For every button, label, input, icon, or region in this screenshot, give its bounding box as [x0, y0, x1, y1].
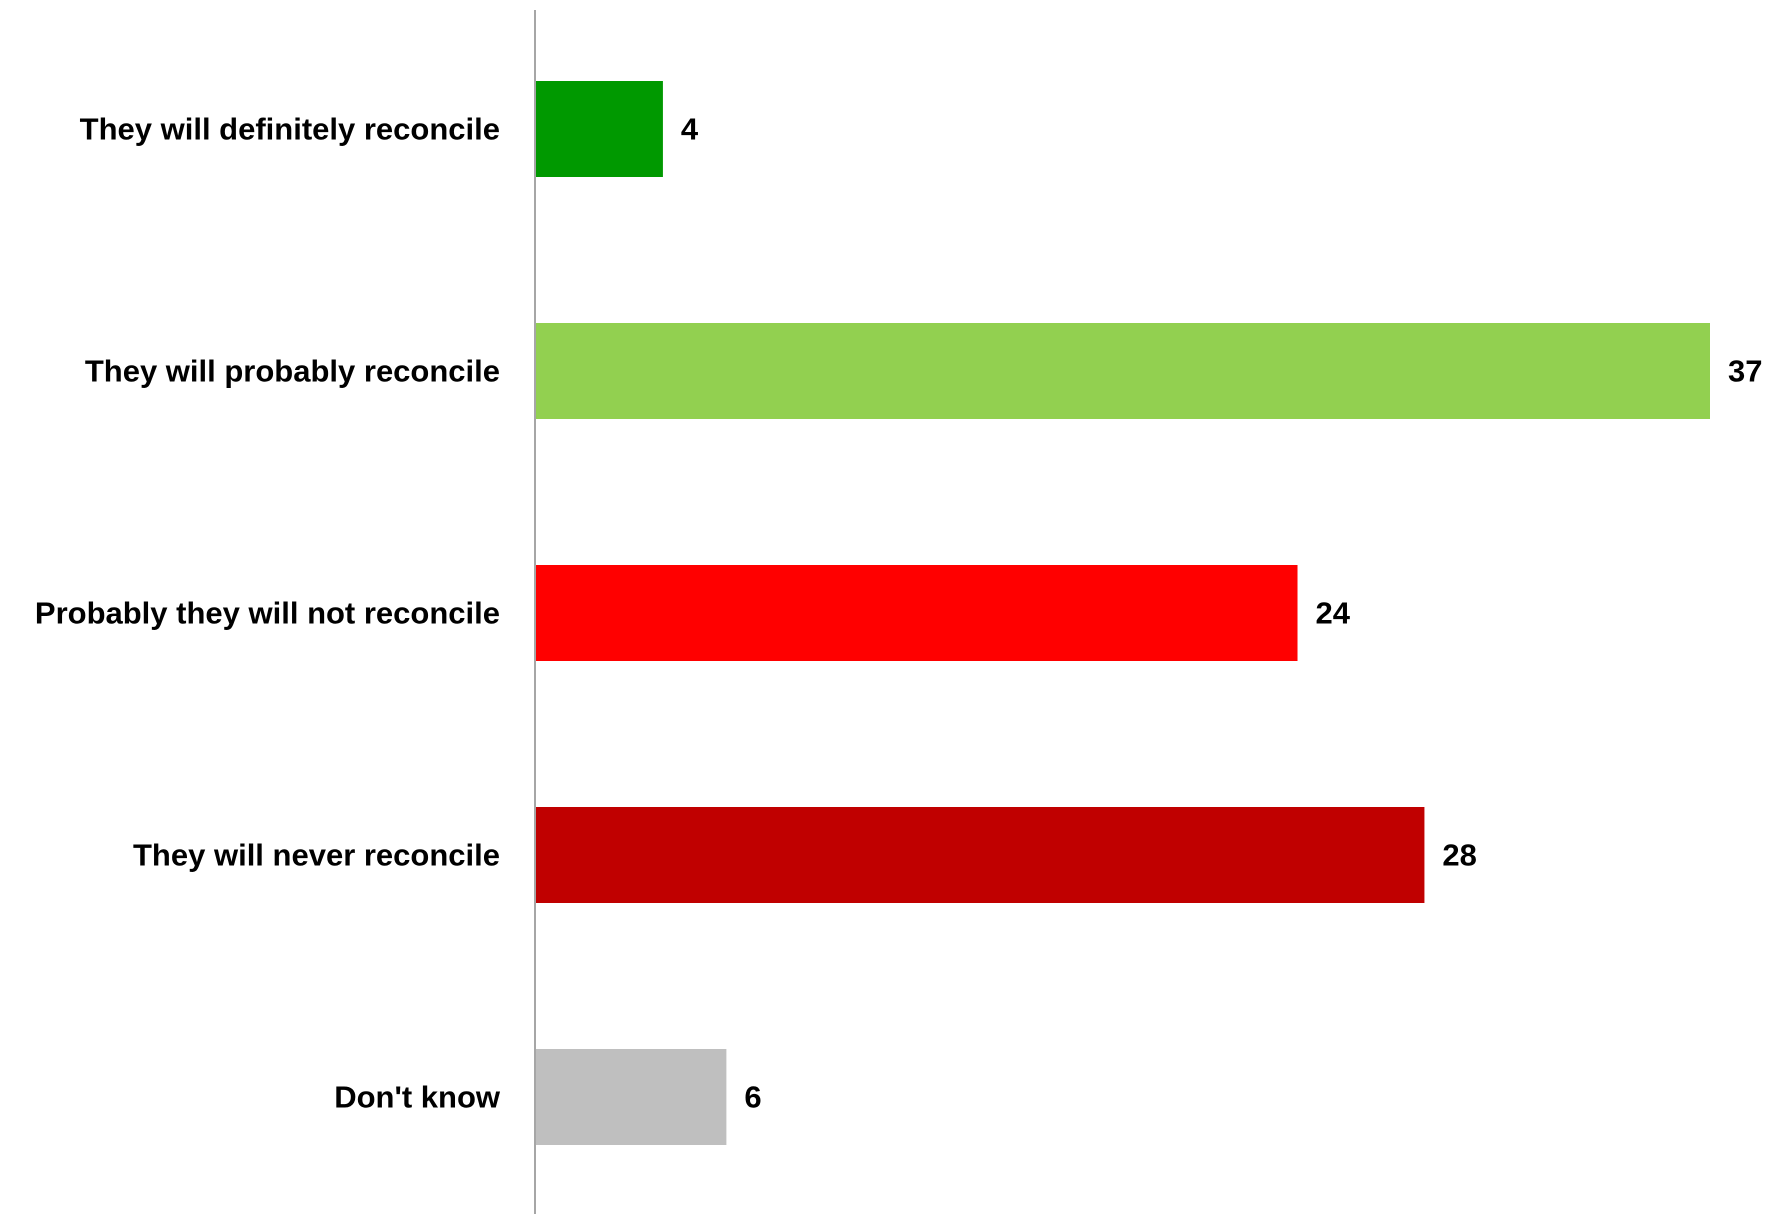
- category-label-0: They will definitely reconcile: [80, 112, 500, 147]
- value-label-4: 6: [744, 1080, 761, 1115]
- bars-group: They will definitely reconcile 4 They will…: [35, 81, 1762, 1145]
- category-label-2: Probably they will not reconcile: [35, 596, 500, 631]
- bar-3: [536, 807, 1425, 903]
- bar-4: [536, 1049, 727, 1145]
- bar-2: [536, 565, 1298, 661]
- bar-1: [536, 323, 1710, 419]
- category-label-3: They will never reconcile: [133, 838, 500, 873]
- category-label-4: Don't know: [334, 1080, 501, 1115]
- value-label-2: 24: [1316, 596, 1351, 631]
- value-label-1: 37: [1728, 354, 1762, 389]
- value-label-0: 4: [681, 112, 699, 147]
- bar-0: [536, 81, 663, 177]
- category-label-1: They will probably reconcile: [85, 354, 500, 389]
- value-label-3: 28: [1442, 838, 1476, 873]
